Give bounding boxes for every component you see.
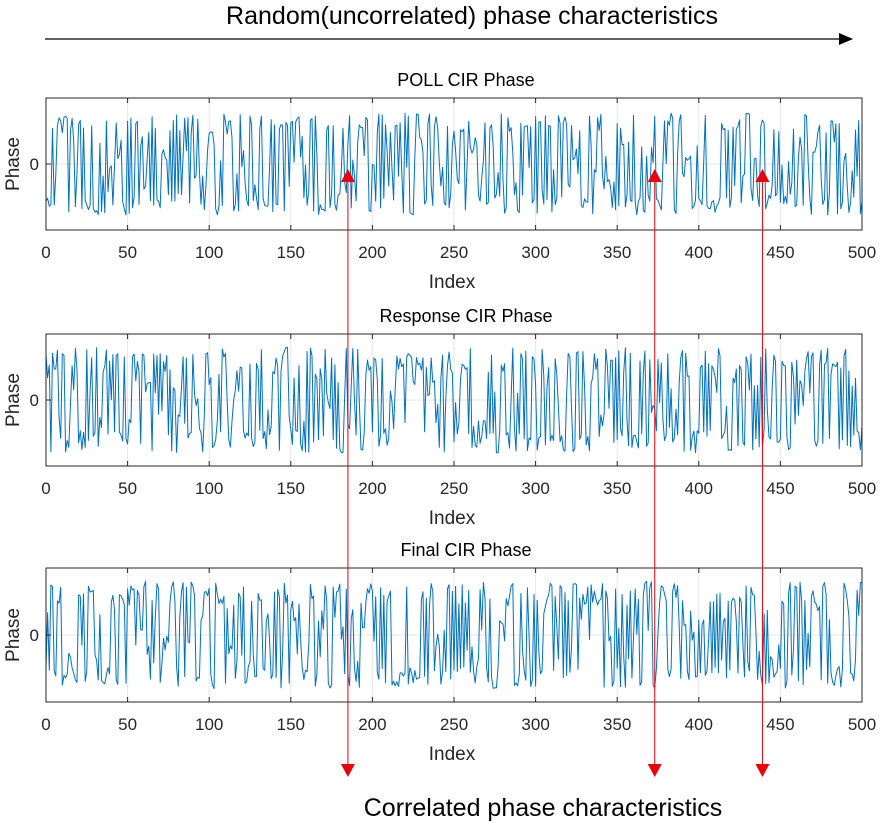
phase-series-line [45, 112, 863, 216]
x-tick-label: 0 [41, 715, 50, 734]
x-tick-label: 200 [358, 479, 386, 498]
x-axis-label: Index [429, 508, 476, 529]
response-cir-phase-plot: Response CIR Phase 0 50 100 150 200 250 300 350 4… [3, 306, 876, 529]
x-tick-label: 350 [603, 715, 631, 734]
x-tick-label: 400 [685, 479, 713, 498]
correlation-marker-down-triangle [755, 764, 770, 777]
x-tick-label: 300 [521, 715, 549, 734]
phase-series-line [45, 580, 863, 690]
x-tick-label: 200 [358, 715, 386, 734]
plot-title: POLL CIR Phase [397, 70, 534, 90]
x-tick-label: 450 [766, 243, 794, 262]
x-tick-label: 50 [118, 243, 137, 262]
x-tick-label: 350 [603, 479, 631, 498]
x-tick-label: 400 [685, 715, 713, 734]
correlation-marker-up-triangle [755, 169, 770, 182]
correlation-marker-down-triangle [647, 764, 662, 777]
x-tick-label: 250 [440, 715, 468, 734]
x-tick-label: 450 [766, 715, 794, 734]
correlation-marker-down-triangle [340, 764, 355, 777]
x-tick-label: 250 [440, 479, 468, 498]
x-tick-label: 150 [277, 715, 305, 734]
x-tick-label: 50 [118, 715, 137, 734]
y-axis-label: Phase [3, 373, 24, 427]
plot-title: Final CIR Phase [400, 540, 531, 560]
x-tick-label: 300 [521, 479, 549, 498]
x-tick-label: 350 [603, 243, 631, 262]
x-tick-label: 400 [685, 243, 713, 262]
x-tick-label: 0 [41, 243, 50, 262]
x-tick-label: 100 [195, 715, 223, 734]
x-tick-label: 150 [277, 243, 305, 262]
top-caption: Random(uncorrelated) phase characteristi… [226, 2, 718, 30]
y-tick-label: 0 [30, 626, 39, 645]
x-tick-label: 500 [848, 479, 876, 498]
x-tick-label: 100 [195, 243, 223, 262]
x-tick-label: 500 [848, 243, 876, 262]
correlation-marker-up-triangle [647, 169, 662, 182]
x-tick-label: 450 [766, 479, 794, 498]
x-axis-label: Index [429, 272, 476, 293]
y-tick-label: 0 [30, 155, 39, 174]
correlation-marker-up-triangle [340, 169, 355, 182]
x-tick-label: 250 [440, 243, 468, 262]
x-tick-label: 150 [277, 479, 305, 498]
x-tick-label: 50 [118, 479, 137, 498]
x-tick-label: 500 [848, 715, 876, 734]
x-tick-label: 100 [195, 479, 223, 498]
y-axis-label: Phase [3, 137, 24, 191]
y-axis-label: Phase [3, 608, 24, 662]
x-tick-label: 300 [521, 243, 549, 262]
final-cir-phase-plot: Final CIR Phase 0 50 100 150 200 250 300 350 400 4… [3, 540, 876, 765]
bottom-caption: Correlated phase characteristics [364, 794, 723, 822]
x-tick-label: 0 [41, 479, 50, 498]
x-tick-label: 200 [358, 243, 386, 262]
x-axis-label: Index [429, 744, 476, 765]
y-tick-label: 0 [30, 391, 39, 410]
poll-cir-phase-plot: POLL CIR Phase 0 50 100 150 200 250 300 350 400 45… [3, 70, 876, 293]
correlation-markers [340, 169, 770, 777]
plot-title: Response CIR Phase [379, 306, 552, 326]
phase-series-line [45, 346, 863, 454]
